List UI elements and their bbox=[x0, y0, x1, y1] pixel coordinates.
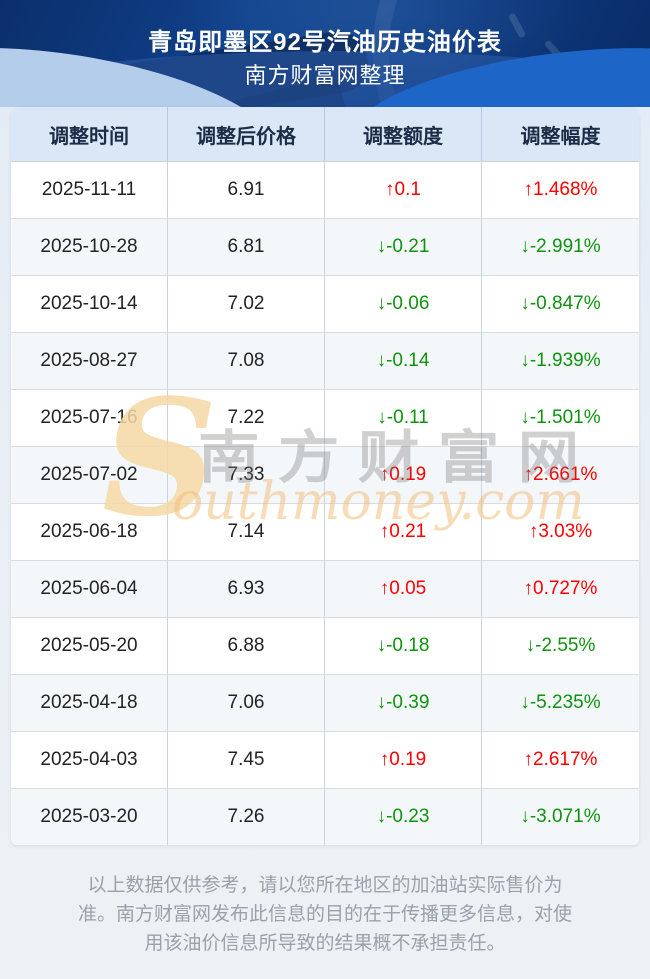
column-header-price: 调整后价格 bbox=[168, 107, 325, 161]
cell-pct: ↓-1.939% bbox=[520, 350, 601, 371]
cell-date: 2025-04-18 bbox=[11, 675, 168, 731]
cell-price: 6.81 bbox=[168, 219, 325, 275]
column-header-pct: 调整幅度 bbox=[520, 125, 601, 148]
cell-price: 7.14 bbox=[168, 504, 325, 560]
cell-pct: ↓-5.235% bbox=[520, 692, 601, 713]
table-row: 2025-07-02 7.33 ↑0.19 ↑2.661% bbox=[11, 446, 639, 503]
table-row: 2025-10-14 7.02 ↓-0.06 ↓-0.847% bbox=[11, 275, 639, 332]
cell-pct: ↑0.727% bbox=[523, 578, 598, 599]
cell-date: 2025-04-03 bbox=[11, 732, 168, 788]
cell-change: ↑0.19 bbox=[325, 732, 482, 788]
cell-pct: ↑3.03% bbox=[528, 521, 593, 542]
cell-price: 7.08 bbox=[168, 333, 325, 389]
cell-pct: ↓-3.071% bbox=[520, 806, 601, 827]
table-header-row: 调整时间 调整后价格 调整额度 调整幅度 bbox=[11, 107, 639, 161]
table-row: 2025-03-20 7.26 ↓-0.23 ↓-3.071% bbox=[11, 788, 639, 845]
table-row: 2025-04-03 7.45 ↑0.19 ↑2.617% bbox=[11, 731, 639, 788]
cell-pct: ↓-2.55% bbox=[525, 635, 596, 656]
cell-change: ↑0.1 bbox=[325, 162, 482, 218]
cell-change: ↓-0.11 bbox=[325, 390, 482, 446]
disclaimer-text: 以上数据仅供参考，请以您所在地区的加油站实际售价为准。南方财富网发布此信息的目的… bbox=[77, 875, 572, 954]
cell-change: ↓-0.14 bbox=[325, 333, 482, 389]
column-header-date: 调整时间 bbox=[11, 107, 168, 161]
cell-change: ↓-0.06 bbox=[325, 276, 482, 332]
cell-pct: ↑2.661% bbox=[523, 464, 598, 485]
table-row: 2025-06-04 6.93 ↑0.05 ↑0.727% bbox=[11, 560, 639, 617]
cell-price: 6.88 bbox=[168, 618, 325, 674]
cell-change: ↓-0.23 bbox=[325, 789, 482, 845]
cell-price: 7.22 bbox=[168, 390, 325, 446]
table-row: 2025-06-18 7.14 ↑0.21 ↑3.03% bbox=[11, 503, 639, 560]
page-title: 青岛即墨区92号汽油历史油价表 bbox=[148, 29, 502, 56]
cell-date: 2025-08-27 bbox=[11, 333, 168, 389]
table-row: 2025-07-16 7.22 ↓-0.11 ↓-1.501% bbox=[11, 389, 639, 446]
cell-change: ↓-0.39 bbox=[325, 675, 482, 731]
cell-date: 2025-11-11 bbox=[11, 162, 168, 218]
cell-price: 7.06 bbox=[168, 675, 325, 731]
cell-date: 2025-03-20 bbox=[11, 789, 168, 845]
fuel-nozzle-grip-icon bbox=[0, 88, 181, 107]
cell-date: 2025-06-04 bbox=[11, 561, 168, 617]
page-subtitle: 南方财富网整理 bbox=[244, 63, 406, 88]
footer: 以上数据仅供参考，请以您所在地区的加油站实际售价为准。南方财富网发布此信息的目的… bbox=[0, 833, 650, 979]
cell-date: 2025-10-28 bbox=[11, 219, 168, 275]
cell-pct: ↑2.617% bbox=[523, 749, 598, 770]
cell-change: ↓-0.18 bbox=[325, 618, 482, 674]
cell-change: ↑0.19 bbox=[325, 447, 482, 503]
cell-price: 6.93 bbox=[168, 561, 325, 617]
cell-price: 7.33 bbox=[168, 447, 325, 503]
table-row: 2025-05-20 6.88 ↓-0.18 ↓-2.55% bbox=[11, 617, 639, 674]
cell-price: 7.26 bbox=[168, 789, 325, 845]
cell-change: ↑0.21 bbox=[325, 504, 482, 560]
table-row: 2025-10-28 6.81 ↓-0.21 ↓-2.991% bbox=[11, 218, 639, 275]
cell-change: ↑0.05 bbox=[325, 561, 482, 617]
table-row: 2025-04-18 7.06 ↓-0.39 ↓-5.235% bbox=[11, 674, 639, 731]
cell-date: 2025-07-02 bbox=[11, 447, 168, 503]
cell-pct: ↓-0.847% bbox=[520, 293, 601, 314]
column-header-change: 调整额度 bbox=[325, 107, 482, 161]
hero-banner: 青岛即墨区92号汽油历史油价表 南方财富网整理 bbox=[0, 0, 650, 107]
cell-date: 2025-07-16 bbox=[11, 390, 168, 446]
cell-date: 2025-06-18 bbox=[11, 504, 168, 560]
cell-pct: ↑1.468% bbox=[523, 179, 598, 200]
cell-price: 7.02 bbox=[168, 276, 325, 332]
cell-date: 2025-10-14 bbox=[11, 276, 168, 332]
table-row: 2025-11-11 6.91 ↑0.1 ↑1.468% bbox=[11, 161, 639, 218]
cell-change: ↓-0.21 bbox=[325, 219, 482, 275]
cell-pct: ↓-1.501% bbox=[520, 407, 601, 428]
cell-pct: ↓-2.991% bbox=[520, 236, 601, 257]
cell-price: 7.45 bbox=[168, 732, 325, 788]
table-body: 2025-11-11 6.91 ↑0.1 ↑1.468% 2025-10-28 … bbox=[11, 161, 639, 845]
table-row: 2025-08-27 7.08 ↓-0.14 ↓-1.939% bbox=[11, 332, 639, 389]
cell-date: 2025-05-20 bbox=[11, 618, 168, 674]
cell-price: 6.91 bbox=[168, 162, 325, 218]
history-price-table: 调整时间 调整后价格 调整额度 调整幅度 2025-11-11 6.91 ↑0.… bbox=[11, 107, 639, 845]
